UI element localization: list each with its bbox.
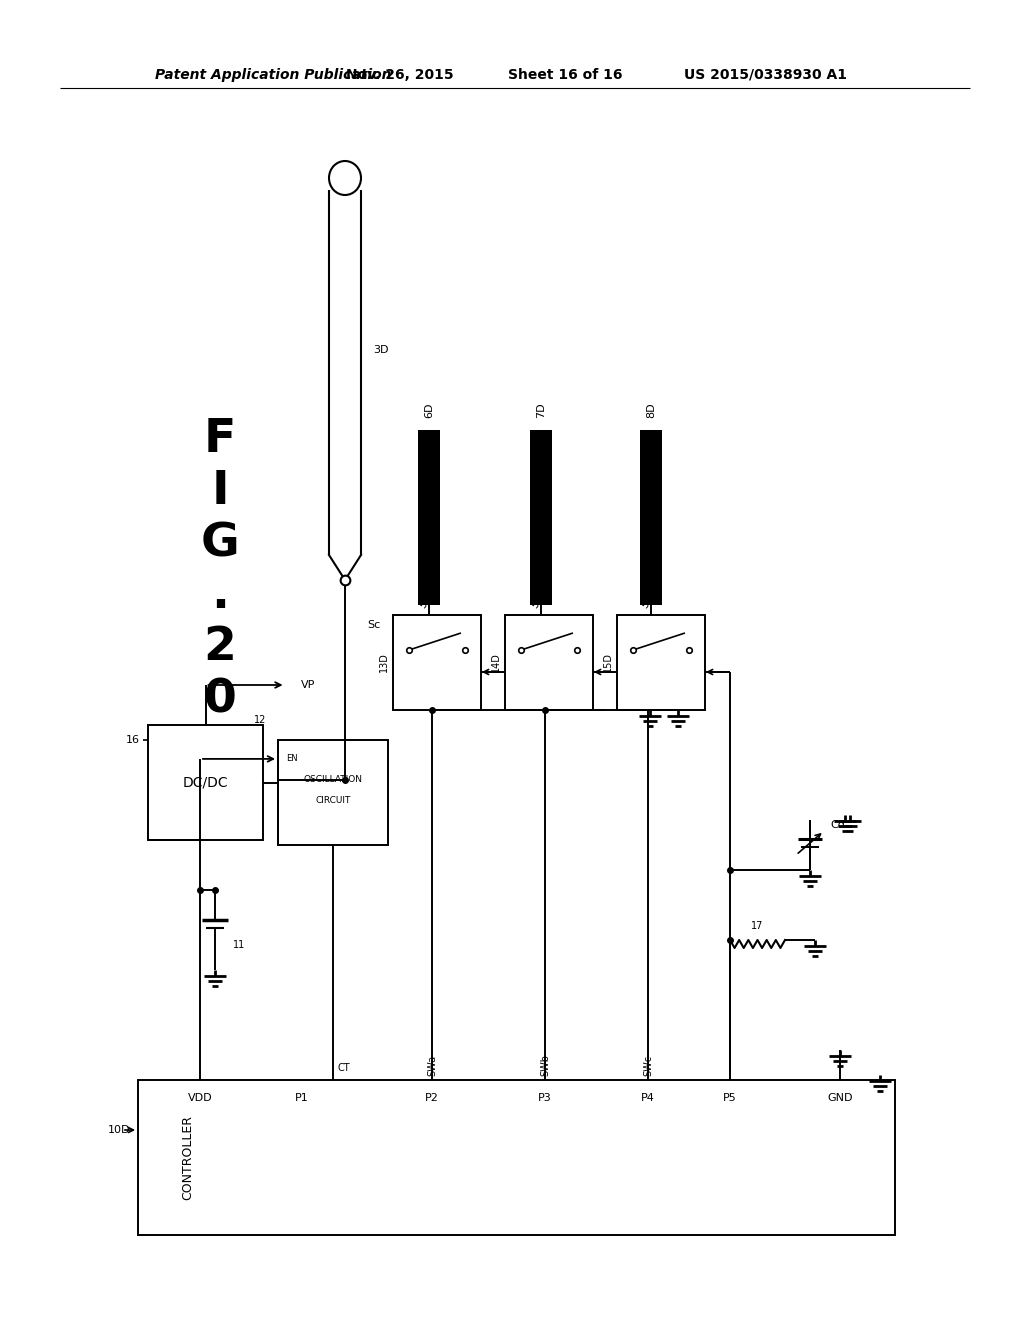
Text: VP: VP: [300, 680, 314, 690]
Text: 7D: 7D: [536, 403, 546, 418]
Text: VDD: VDD: [187, 1093, 212, 1104]
Text: 16: 16: [126, 735, 140, 744]
Bar: [418, 430, 440, 605]
Text: SWc: SWc: [643, 1055, 653, 1076]
Text: 56Da: 56Da: [639, 583, 663, 611]
Text: P1: P1: [295, 1093, 309, 1104]
Text: CIRCUIT: CIRCUIT: [315, 796, 350, 805]
Text: Sc: Sc: [367, 620, 380, 630]
Text: SWa: SWa: [427, 1055, 437, 1076]
Text: 55Da: 55Da: [529, 583, 553, 611]
Text: P4: P4: [641, 1093, 655, 1104]
Text: EN: EN: [286, 755, 298, 763]
Text: US 2015/0338930 A1: US 2015/0338930 A1: [683, 69, 847, 82]
Text: 13D: 13D: [379, 652, 389, 672]
Bar: [393, 615, 481, 710]
Text: 3D: 3D: [373, 345, 388, 355]
Text: 2: 2: [204, 626, 237, 671]
Text: GND: GND: [827, 1093, 853, 1104]
Bar: [617, 615, 705, 710]
Text: P5: P5: [723, 1093, 737, 1104]
Bar: [278, 741, 388, 845]
Text: CT: CT: [338, 1063, 350, 1073]
Text: 10D: 10D: [108, 1125, 130, 1135]
Text: .: .: [211, 573, 229, 619]
Text: 0: 0: [204, 677, 237, 722]
Text: Cd: Cd: [830, 820, 845, 830]
Text: 8D: 8D: [646, 403, 656, 418]
Bar: [640, 430, 662, 605]
Text: SWb: SWb: [540, 1053, 550, 1076]
Bar: [138, 1080, 895, 1236]
Text: 11: 11: [233, 940, 246, 950]
Text: Sheet 16 of 16: Sheet 16 of 16: [508, 69, 623, 82]
Text: 17: 17: [752, 921, 764, 931]
Text: 14D: 14D: [490, 652, 501, 672]
Text: 12: 12: [254, 715, 266, 725]
Text: 6D: 6D: [424, 403, 434, 417]
Text: 54Da: 54Da: [418, 583, 440, 611]
Text: I: I: [211, 470, 228, 515]
Text: F: F: [204, 417, 237, 462]
Text: DC/DC: DC/DC: [182, 776, 228, 789]
Bar: [505, 615, 593, 710]
Text: 15D: 15D: [603, 652, 613, 672]
Text: Patent Application Publication: Patent Application Publication: [155, 69, 391, 82]
Text: P3: P3: [539, 1093, 552, 1104]
Text: G: G: [201, 521, 240, 566]
Bar: [530, 430, 552, 605]
Text: CONTROLLER: CONTROLLER: [181, 1115, 195, 1200]
Text: OSCILLATION: OSCILLATION: [303, 775, 362, 784]
Bar: [148, 725, 263, 840]
Text: Nov. 26, 2015: Nov. 26, 2015: [346, 69, 454, 82]
Text: P2: P2: [425, 1093, 439, 1104]
